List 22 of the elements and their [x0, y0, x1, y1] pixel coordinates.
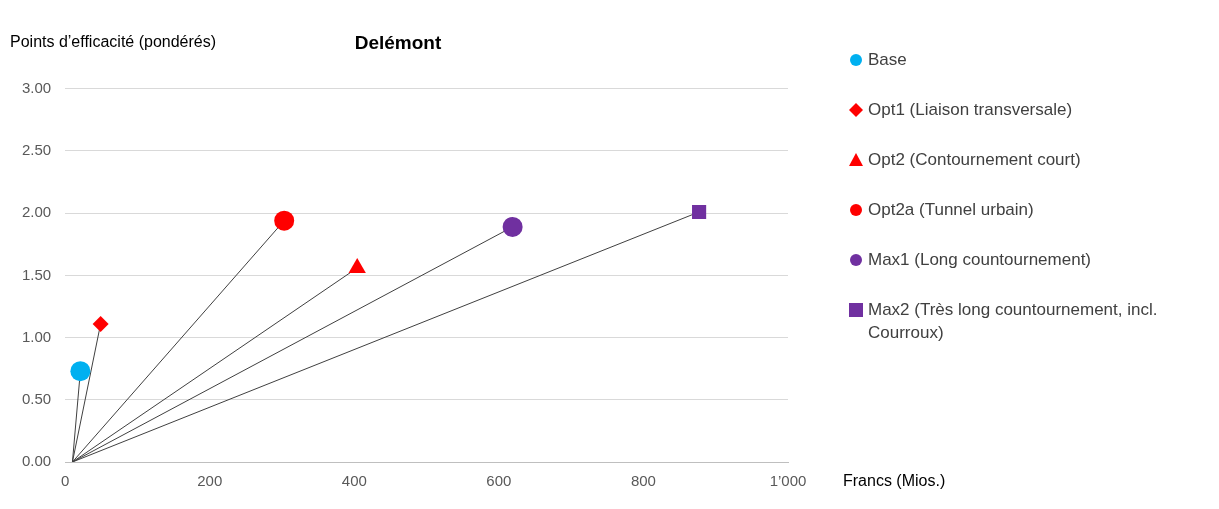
x-tick-label: 800 — [630, 471, 656, 489]
x-tick-label: 1’000 — [769, 471, 807, 489]
x-tick-label: 600 — [486, 471, 512, 489]
legend-label: Opt2 (Contournement court) — [868, 149, 1081, 171]
chart-title: Delémont — [354, 31, 442, 53]
legend-label: Opt2a (Tunnel urbain) — [868, 199, 1034, 221]
legend-label: Base — [868, 49, 907, 71]
y-tick-label: 0.00 — [21, 452, 52, 470]
legend-label: Opt1 (Liaison transversale) — [868, 99, 1073, 121]
x-axis-title: Francs (Mios.) — [843, 472, 946, 489]
legend-label: Max1 (Long countournement) — [868, 249, 1092, 271]
y-tick-label: 1.00 — [21, 327, 52, 345]
y-tick-label: 0.50 — [21, 389, 52, 407]
legend-label: Max2 (Très long countournement, incl. Courroux) — [868, 299, 1159, 344]
y-tick-label: 3.00 — [21, 78, 52, 96]
x-tick-label: 0 — [61, 471, 70, 489]
x-tick-label: 400 — [341, 471, 367, 489]
y-tick-label: 1.50 — [21, 265, 52, 283]
y-tick-label: 2.00 — [21, 203, 52, 221]
x-tick-label: 200 — [197, 471, 223, 489]
y-tick-label: 2.50 — [21, 141, 52, 159]
y-axis-title: Points d’efficacité (pondérés) — [10, 32, 217, 50]
